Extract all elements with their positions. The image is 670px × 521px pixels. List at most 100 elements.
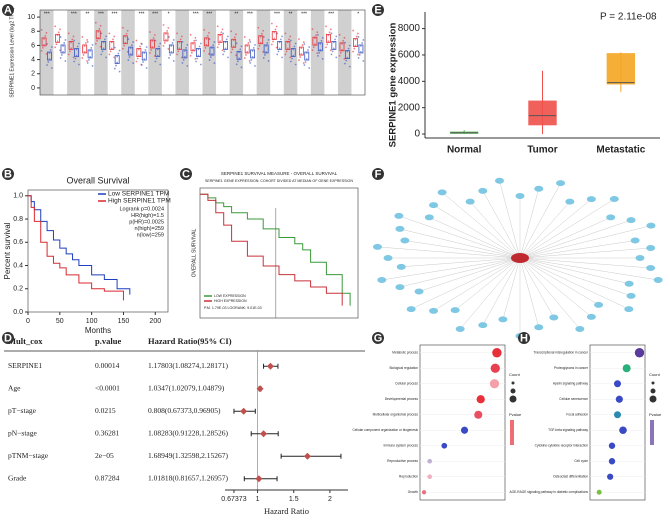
- legend-size: [510, 388, 516, 394]
- median-box: [223, 41, 228, 50]
- band: [148, 10, 162, 95]
- median-box: [217, 33, 223, 43]
- jitter: [178, 47, 181, 50]
- jitter: [108, 32, 111, 35]
- chart-title: SERPINE1 SURVIVAL MEASURE - OVERALL SURV…: [221, 171, 338, 176]
- jitter: [262, 29, 265, 32]
- jitter: [190, 51, 193, 54]
- edge: [499, 180, 521, 259]
- jitter: [338, 33, 341, 36]
- jitter: [236, 60, 239, 63]
- dot: [490, 363, 500, 373]
- panel-badge: [372, 168, 384, 180]
- panel-badge: [372, 332, 384, 344]
- jitter: [308, 46, 311, 48]
- dot: [614, 380, 621, 388]
- jitter: [346, 50, 349, 53]
- jitter: [197, 48, 200, 51]
- panel-badge: [180, 168, 192, 180]
- jitter: [168, 36, 170, 38]
- jitter: [59, 28, 61, 31]
- hazard-point: [255, 475, 263, 483]
- panel-badge: [518, 332, 530, 344]
- jitter: [167, 48, 170, 50]
- jitter: [94, 21, 97, 24]
- stat-text: p(HR)=0.0025: [129, 219, 164, 225]
- jitter: [166, 30, 169, 32]
- median-box: [122, 35, 128, 45]
- edge: [429, 217, 521, 259]
- jitter: [127, 59, 130, 61]
- node: [534, 324, 544, 331]
- dot: [492, 348, 502, 358]
- jitter: [270, 22, 273, 25]
- jitter: [222, 53, 225, 56]
- panel-badge: [2, 4, 14, 16]
- jitter: [212, 44, 215, 46]
- median-box: [353, 38, 358, 47]
- category-label: Reproductive process: [387, 459, 418, 463]
- jitter: [257, 26, 260, 29]
- jitter: [197, 54, 200, 57]
- jitter: [211, 53, 213, 55]
- jitter: [219, 34, 222, 37]
- jitter: [343, 57, 346, 60]
- jitter: [286, 47, 289, 50]
- jitter: [208, 59, 211, 61]
- significance: ***: [274, 11, 280, 17]
- median-box: [149, 39, 155, 49]
- jitter: [152, 37, 155, 39]
- edge: [502, 257, 521, 320]
- jitter: [140, 43, 143, 45]
- edge: [418, 257, 521, 292]
- edge: [519, 257, 599, 306]
- panel-letter: C: [182, 168, 190, 180]
- jitter: [224, 47, 227, 50]
- jitter: [272, 40, 274, 43]
- y-tick-label: 10: [27, 14, 35, 21]
- jitter: [208, 52, 210, 55]
- jitter: [315, 34, 317, 37]
- jitter: [276, 32, 279, 35]
- edge: [454, 257, 521, 311]
- jitter: [330, 53, 333, 56]
- jitter: [331, 50, 334, 53]
- y-tick-label: 6000: [398, 50, 421, 61]
- jitter: [305, 52, 308, 54]
- jitter: [300, 47, 303, 49]
- y-axis-label: OVERALL SURVIVAL: [191, 229, 197, 278]
- hazard-point: [260, 430, 268, 438]
- jitter: [47, 61, 50, 63]
- jitter: [216, 25, 219, 28]
- band: [229, 10, 244, 95]
- edge: [404, 240, 521, 259]
- x-tick-label: 0: [26, 318, 30, 325]
- jitter: [223, 50, 226, 53]
- jitter: [249, 41, 252, 43]
- node: [534, 185, 544, 192]
- jitter: [183, 56, 186, 58]
- jitter: [360, 45, 362, 47]
- row-name: pTNM−stage: [8, 451, 49, 460]
- node: [549, 314, 559, 321]
- row-name: pT−stage: [8, 406, 37, 415]
- jitter: [171, 42, 174, 44]
- edge: [519, 257, 554, 318]
- edge: [519, 183, 561, 259]
- median-box: [250, 49, 256, 59]
- category-label: Focal adhesion: [566, 413, 588, 417]
- jitter: [235, 42, 238, 45]
- jitter: [126, 50, 129, 53]
- jitter: [302, 41, 305, 43]
- hazard-point: [256, 385, 264, 393]
- jitter: [221, 28, 224, 31]
- jitter: [332, 47, 335, 50]
- jitter: [137, 54, 140, 57]
- jitter: [305, 58, 308, 60]
- jitter: [123, 44, 126, 47]
- legend-label: HIGH EXPRESSION: [214, 299, 247, 303]
- x-axis-label: Months: [85, 326, 111, 335]
- significance: ***: [152, 11, 158, 17]
- jitter: [131, 44, 133, 46]
- median-box: [128, 46, 134, 56]
